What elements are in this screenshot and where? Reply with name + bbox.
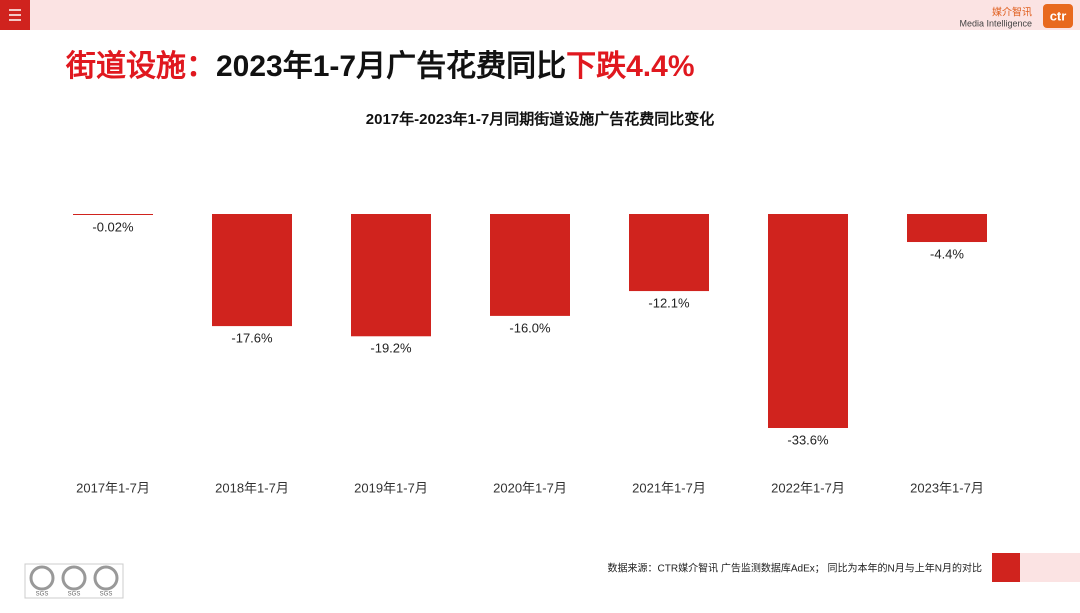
logo: ctr — [1050, 8, 1067, 23]
badge-frame — [24, 563, 124, 599]
data-label: -4.4% — [930, 246, 964, 261]
x-tick-label: 2019年1-7月 — [354, 480, 428, 495]
badge — [29, 565, 55, 591]
data-label: -16.0% — [509, 320, 551, 335]
logo-box — [1043, 4, 1073, 28]
x-tick-label: 2021年1-7月 — [632, 480, 706, 495]
data-label: -19.2% — [370, 341, 412, 356]
headline: 街道设施：2023年1-7月广告花费同比下跌4.4% — [65, 50, 695, 83]
badge-label: SGS — [100, 592, 113, 598]
bar — [768, 214, 848, 428]
top-band — [0, 0, 1080, 30]
brand-cn: 媒介智讯 — [992, 6, 1032, 19]
data-label: -0.02% — [92, 219, 134, 234]
badge — [93, 565, 119, 591]
bar — [73, 214, 153, 215]
x-tick-label: 2020年1-7月 — [493, 480, 567, 495]
corner-band — [1020, 553, 1080, 582]
badge-label: SGS — [68, 592, 81, 598]
x-tick-label: 2023年1-7月 — [910, 480, 984, 495]
data-label: -12.1% — [648, 296, 690, 311]
x-tick-label: 2022年1-7月 — [771, 480, 845, 495]
bar — [490, 214, 570, 316]
bar — [907, 214, 987, 243]
brand-en: Media Intelligence — [959, 18, 1032, 28]
bar — [629, 214, 709, 292]
bar — [351, 214, 431, 337]
chart-title: 2017年-2023年1-7月同期街道设施广告花费同比变化 — [366, 110, 714, 128]
bar — [212, 214, 292, 327]
menu-icon — [9, 9, 21, 21]
badge — [61, 565, 87, 591]
x-tick-label: 2018年1-7月 — [215, 480, 289, 495]
source-note: 数据来源：CTR媒介智讯 广告监测数据库AdEx； 同比为本年的N月与上年N月的… — [608, 562, 982, 575]
corner-block — [992, 553, 1020, 582]
badge-label: SGS — [36, 592, 49, 598]
data-label: -17.6% — [231, 331, 273, 346]
x-tick-label: 2017年1-7月 — [76, 480, 150, 495]
data-label: -33.6% — [787, 432, 829, 447]
